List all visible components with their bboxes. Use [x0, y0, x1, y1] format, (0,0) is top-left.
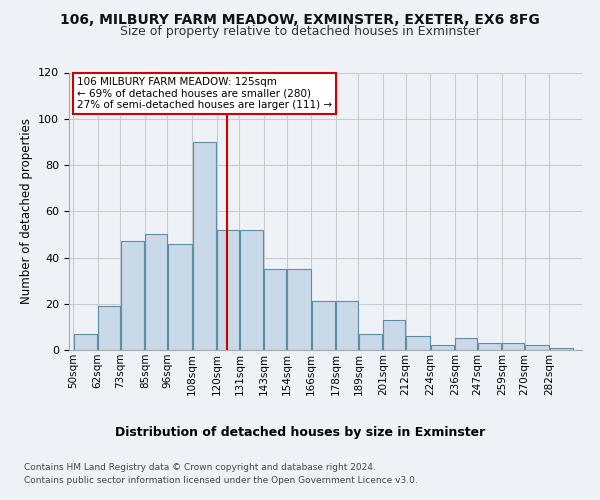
- Bar: [168, 244, 191, 350]
- Text: Distribution of detached houses by size in Exminster: Distribution of detached houses by size …: [115, 426, 485, 439]
- Bar: [431, 346, 454, 350]
- Bar: [121, 242, 145, 350]
- Text: Size of property relative to detached houses in Exminster: Size of property relative to detached ho…: [119, 25, 481, 38]
- Bar: [383, 320, 405, 350]
- Y-axis label: Number of detached properties: Number of detached properties: [20, 118, 32, 304]
- Bar: [98, 306, 120, 350]
- Bar: [287, 269, 311, 350]
- Bar: [550, 348, 573, 350]
- Text: 106 MILBURY FARM MEADOW: 125sqm
← 69% of detached houses are smaller (280)
27% o: 106 MILBURY FARM MEADOW: 125sqm ← 69% of…: [77, 77, 332, 110]
- Bar: [145, 234, 167, 350]
- Bar: [455, 338, 477, 350]
- Bar: [74, 334, 97, 350]
- Bar: [502, 343, 524, 350]
- Bar: [193, 142, 216, 350]
- Text: Contains public sector information licensed under the Open Government Licence v3: Contains public sector information licen…: [24, 476, 418, 485]
- Bar: [525, 346, 548, 350]
- Bar: [359, 334, 382, 350]
- Bar: [265, 269, 286, 350]
- Text: 106, MILBURY FARM MEADOW, EXMINSTER, EXETER, EX6 8FG: 106, MILBURY FARM MEADOW, EXMINSTER, EXE…: [60, 12, 540, 26]
- Bar: [217, 230, 239, 350]
- Text: Contains HM Land Registry data © Crown copyright and database right 2024.: Contains HM Land Registry data © Crown c…: [24, 464, 376, 472]
- Bar: [240, 230, 263, 350]
- Bar: [336, 302, 358, 350]
- Bar: [478, 343, 502, 350]
- Bar: [406, 336, 430, 350]
- Bar: [311, 302, 335, 350]
